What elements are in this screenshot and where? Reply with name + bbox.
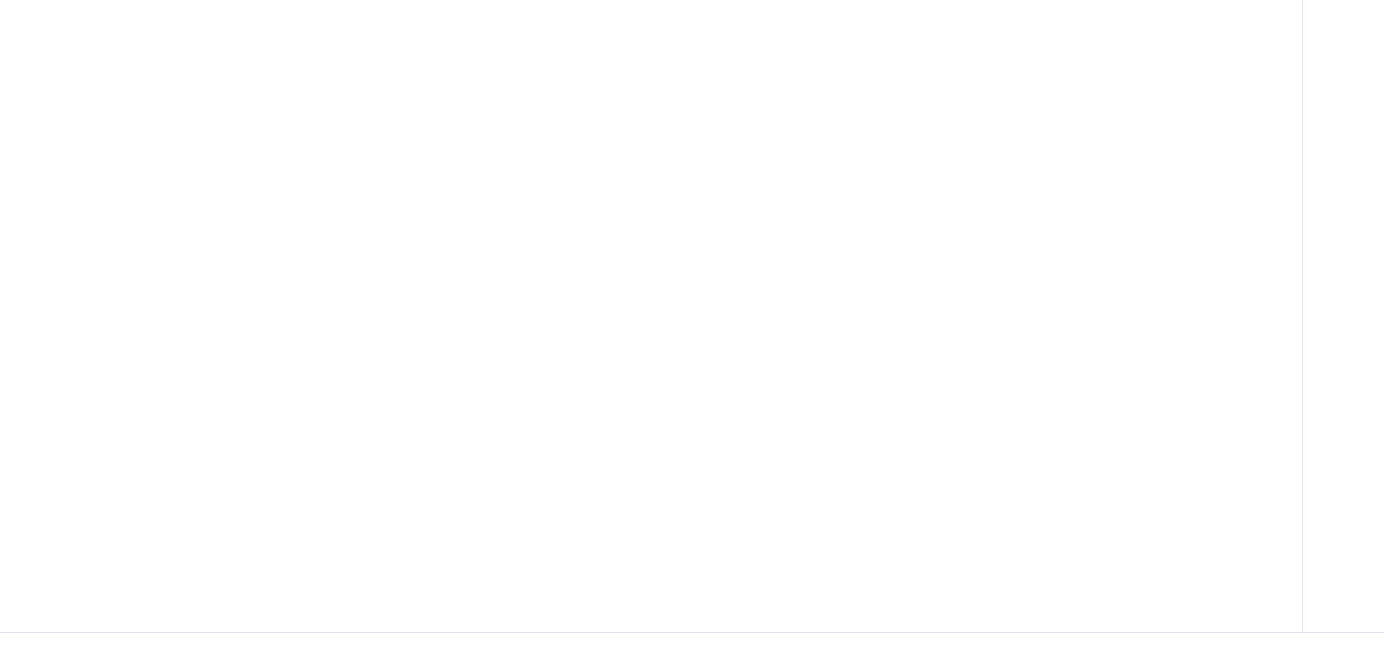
legend-main — [8, 6, 51, 90]
rsi-value-badge — [1305, 0, 1382, 10]
ma200-legend-row[interactable] — [8, 69, 51, 90]
rsi-legend-row[interactable] — [8, 462, 22, 483]
symbol-legend-row[interactable] — [8, 6, 51, 27]
time-axis[interactable] — [0, 632, 1384, 655]
mom-legend-row[interactable] — [8, 350, 22, 371]
ma20-legend-row[interactable] — [8, 27, 51, 48]
legend-rsi — [8, 462, 22, 483]
ma100-legend-row[interactable] — [8, 48, 51, 69]
legend-momentum — [8, 350, 22, 371]
price-axis[interactable] — [1302, 0, 1384, 632]
